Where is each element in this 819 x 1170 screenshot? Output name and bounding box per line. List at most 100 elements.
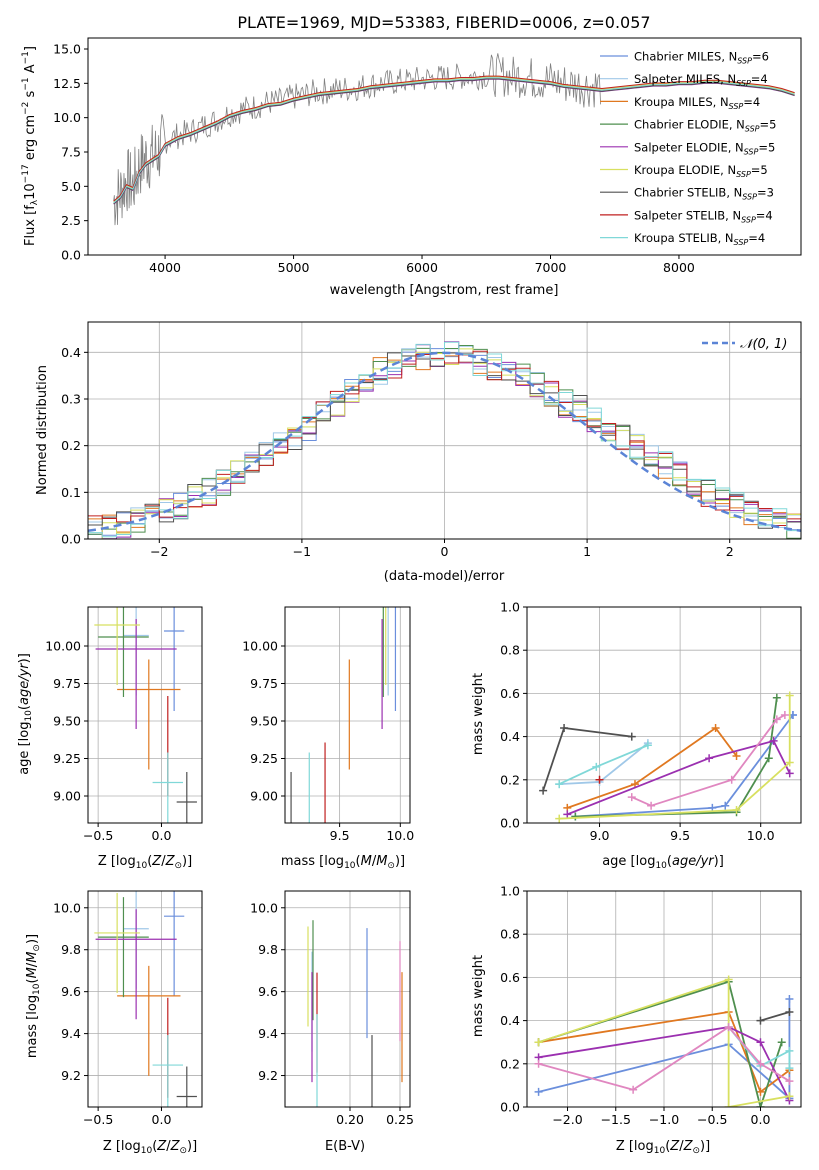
x-tick-label: 9.0 <box>590 828 610 843</box>
y-tick-label: 0.4 <box>500 1013 520 1028</box>
mass-vs-metallicity-panel: −0.5 0.0 9.2 9.4 9.6 9.8 10.0 <box>53 890 203 1127</box>
x-tick-label: 2 <box>726 544 734 559</box>
legend-label: Chabrier ELODIE, NSSP=5 <box>634 118 776 134</box>
y-tick-label: 9.25 <box>53 751 81 766</box>
y-tick-label: 15.0 <box>53 41 81 56</box>
y-tick-label: 0.6 <box>500 970 520 985</box>
y-tick-label: 0.0 <box>500 816 520 831</box>
mass-weight-marker <box>756 1103 765 1107</box>
y-tick-label: 0.2 <box>61 438 81 453</box>
x-tick-label: −0.5 <box>83 828 113 843</box>
mw-age-ylabel: mass weight <box>471 673 486 755</box>
spectrum-legend: Chabrier MILES, NSSP=6 Salpeter MILES, NS… <box>600 50 776 247</box>
mass-weight-marker <box>534 1038 543 1047</box>
x-tick-label: 0.0 <box>751 1112 771 1127</box>
legend-label: Kroupa STELIB, NSSP=4 <box>634 231 765 247</box>
residuals-panel: −2 −1 0 1 2 0.0 0.1 0.2 0.3 0.4 (data-model)/erro… <box>35 321 802 584</box>
x-tick-label: 1 <box>583 544 591 559</box>
y-tick-label: 0.4 <box>500 729 520 744</box>
mass-weight-line <box>538 1026 791 1101</box>
spectrum-xlabel: wavelength [Angstrom, rest frame] <box>330 283 559 298</box>
mass-weight-marker <box>724 1023 733 1032</box>
x-tick-label: 0.0 <box>152 1112 172 1127</box>
mass-weight-line <box>566 739 791 816</box>
mw-Z-xlabel: Z [log10(Z/Z⊙)] <box>616 1139 710 1156</box>
mass-weight-marker <box>785 1077 794 1086</box>
mass-weight-marker <box>785 1046 794 1055</box>
mass-weight-marker <box>756 1016 765 1025</box>
plot-area <box>534 975 794 1107</box>
x-tick-label: 10.0 <box>747 828 775 843</box>
mass-weight-marker <box>785 1064 794 1073</box>
model-spectrum-line <box>113 75 795 202</box>
y-tick-label: 9.2 <box>61 1068 81 1083</box>
mass-weight-marker <box>647 801 656 810</box>
mass-weight-marker <box>756 1087 765 1096</box>
mass-weight-marker <box>705 754 714 763</box>
y-tick-label: 0.2 <box>500 772 520 787</box>
mass-weight-marker <box>777 1038 786 1047</box>
mass-weight-marker <box>772 693 781 702</box>
y-tick-label: 0.8 <box>500 643 520 658</box>
mass-weight-marker <box>571 812 580 821</box>
x-tick-label: −0.5 <box>697 1112 727 1127</box>
legend-label: Kroupa MILES, NSSP=4 <box>634 95 760 111</box>
model-spectrum-line <box>113 77 795 204</box>
x-tick-label: −0.5 <box>83 1112 113 1127</box>
y-tick-label: 9.25 <box>250 751 278 766</box>
axes-frame <box>284 890 411 1108</box>
mass-weight-marker <box>785 995 794 1003</box>
x-tick-label: −2 <box>150 544 168 559</box>
y-tick-label: 0.0 <box>500 1100 520 1115</box>
mass-weight-marker <box>785 1092 794 1101</box>
legend-label: Salpeter STELIB, NSSP=4 <box>634 208 773 224</box>
age-vs-mass-panel: 9.5 10.0 9.00 9.25 9.50 9.75 10.00 <box>242 606 414 843</box>
y-tick-label: 9.4 <box>258 1026 278 1041</box>
age-vs-Z-ylabel: age [log10(age/yr)] <box>17 653 34 775</box>
residual-histogram <box>88 341 801 538</box>
y-tick-label: 0.0 <box>61 532 81 547</box>
axes-frame <box>87 37 802 256</box>
mass-weight-line <box>538 980 783 1107</box>
mass-vs-Z-xlabel: Z [log10(Z/Z⊙)] <box>103 1139 197 1156</box>
age-vs-Z-xlabel: Z [log10(Z/Z⊙)] <box>98 854 192 871</box>
mass-weight-marker <box>724 975 733 984</box>
y-tick-label: 9.8 <box>258 942 278 957</box>
mass-weight-line <box>538 978 790 1107</box>
plot-area <box>290 607 397 823</box>
y-tick-label: 0.0 <box>61 248 81 263</box>
mass-weight-marker <box>627 793 636 802</box>
axes-frame <box>526 890 802 1108</box>
y-tick-label: 0.6 <box>500 686 520 701</box>
mass-weight-marker <box>534 1087 543 1096</box>
plot-area <box>94 607 197 823</box>
x-tick-label: 0.0 <box>152 828 172 843</box>
y-tick-label: 10.00 <box>45 639 81 654</box>
mass-weight-marker <box>724 1103 733 1107</box>
legend-label: Salpeter ELODIE, NSSP=5 <box>634 140 775 156</box>
mass-weight-marker <box>592 762 601 771</box>
plot-area <box>88 341 801 539</box>
mass-weight-marker <box>769 736 778 745</box>
mass-weight-marker <box>785 769 794 778</box>
axes-frame <box>87 890 203 1108</box>
mass-weight-line <box>538 1010 790 1094</box>
y-tick-label: 1.0 <box>500 884 520 899</box>
residuals-ylabel: Normed distribution <box>35 365 50 495</box>
mass-weight-marker <box>555 780 564 789</box>
mw-Z-ylabel: mass weight <box>471 955 486 1037</box>
spectrum-ylabel: Flux [fλ10−17 erg cm−2 s−1 A−1] <box>21 46 40 246</box>
plot-area <box>94 891 197 1107</box>
mw-age-xlabel: age [log10(age/yr)] <box>602 854 724 871</box>
x-tick-label: 4000 <box>149 260 181 275</box>
mass-weight-line <box>566 726 738 809</box>
y-tick-label: 9.6 <box>258 984 278 999</box>
x-tick-label: −1 <box>293 544 311 559</box>
mass-weight-marker <box>732 806 741 815</box>
mass-weight-marker <box>555 814 564 823</box>
y-tick-label: 9.4 <box>61 1026 81 1041</box>
axes-frame <box>526 606 802 824</box>
x-tick-label: 9.5 <box>670 828 690 843</box>
mass-weight-marker <box>785 691 794 700</box>
